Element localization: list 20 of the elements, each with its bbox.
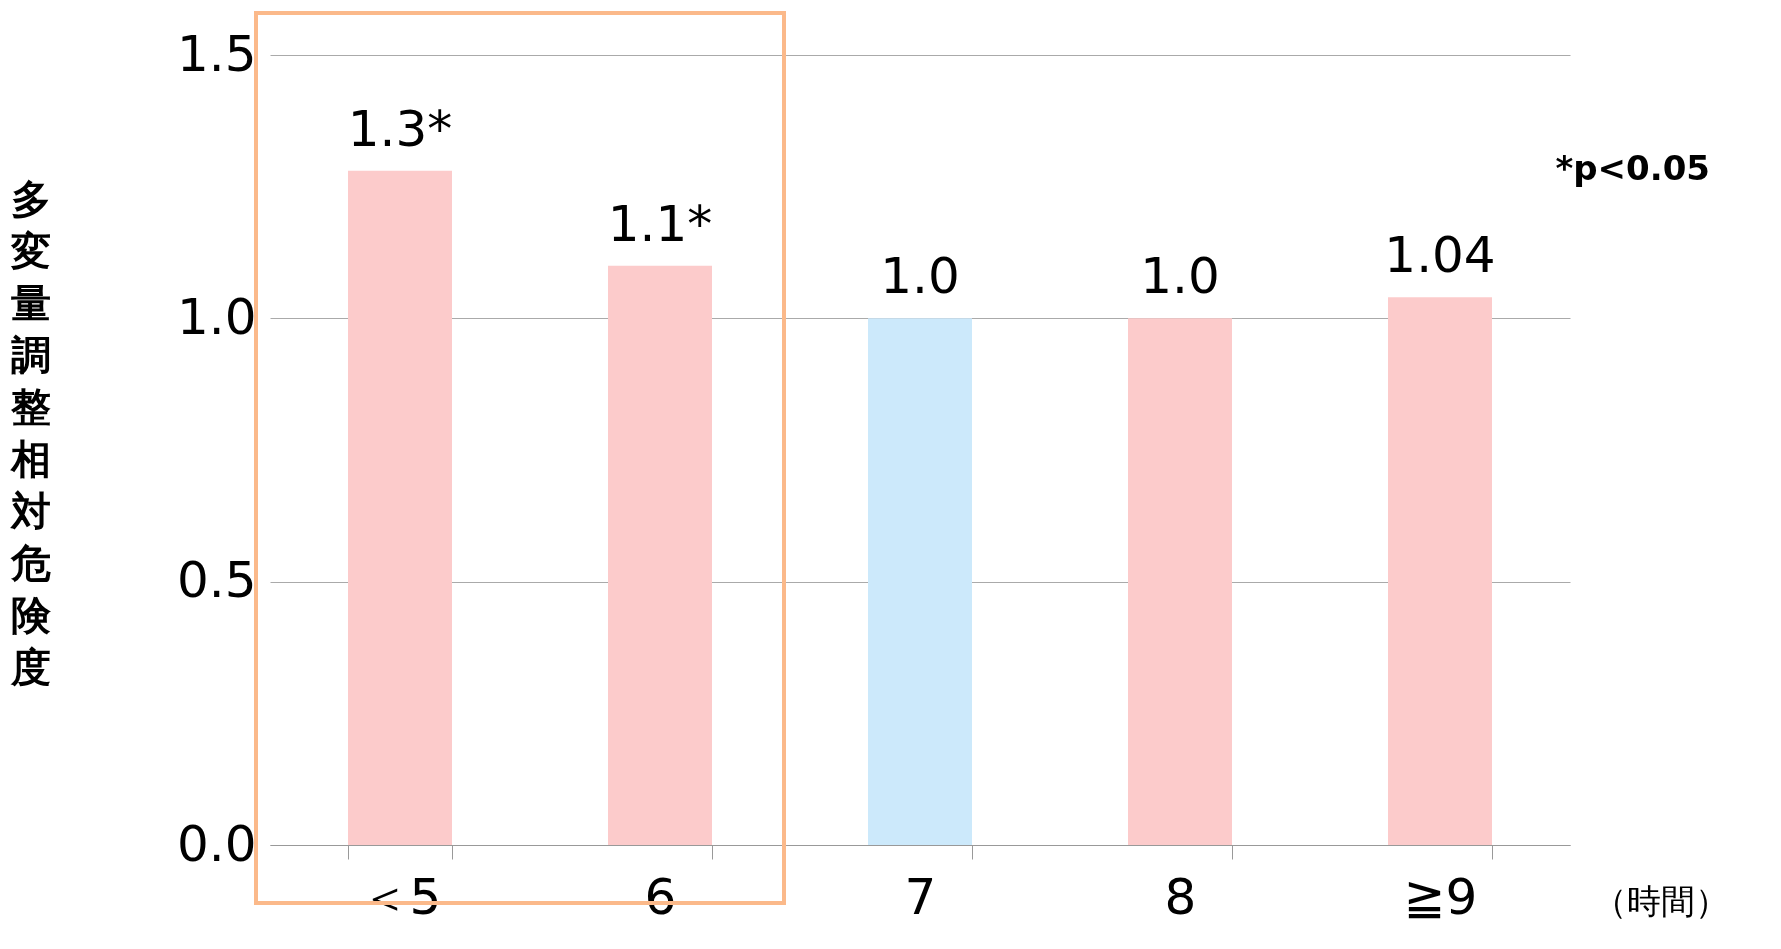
data-label: 1.0 [880, 247, 960, 306]
bar [868, 318, 972, 845]
x-tick-label: 7 [904, 867, 937, 926]
x-tick-label: ≧9 [1403, 867, 1478, 926]
bar [1128, 318, 1232, 845]
bar [348, 170, 452, 845]
y-tick-label: 0.5 [176, 551, 257, 610]
data-label: 1.04 [1384, 226, 1496, 285]
x-axis-title: （時間） [1592, 880, 1729, 921]
y-tick-label: 1.5 [176, 24, 257, 83]
y-tick-label: 1.0 [176, 287, 257, 346]
data-label: 1.1* [607, 194, 713, 253]
y-tick-label: 0.0 [176, 814, 257, 873]
data-label: 1.3* [347, 99, 453, 158]
bar [608, 265, 712, 845]
text: 多変量調整相対危険度 [10, 175, 51, 690]
x-tick-label: 8 [1164, 867, 1197, 926]
annotation: *p<0.05 [1555, 148, 1710, 188]
bar [1388, 297, 1492, 845]
data-label: 1.0 [1140, 247, 1220, 306]
